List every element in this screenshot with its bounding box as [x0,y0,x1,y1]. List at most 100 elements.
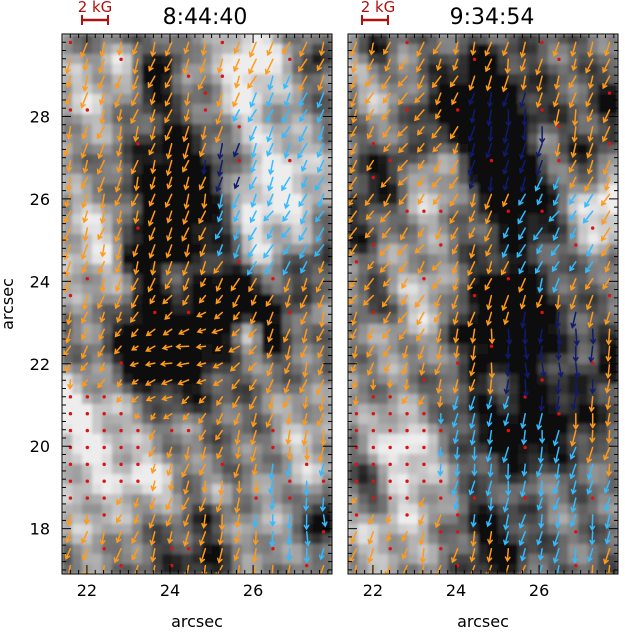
intensity-cell [528,224,539,235]
intensity-cell [152,414,163,425]
vector-dot [540,209,544,213]
intensity-cell [358,214,369,225]
intensity-cell [558,254,569,265]
intensity-cell [398,354,409,365]
vector-arrow [586,446,594,464]
vector-arrow [317,362,325,376]
intensity-cell [388,394,399,405]
intensity-cell [468,264,479,275]
intensity-cell [192,564,203,574]
intensity-cell [122,484,133,495]
intensity-cell [292,364,303,375]
intensity-cell [312,34,323,45]
vector-arrow [486,294,493,311]
intensity-cell [212,424,223,435]
intensity-cell [182,254,193,265]
vector-arrow [485,75,493,92]
intensity-cell [378,394,389,405]
intensity-cell [478,504,489,515]
vector-arrow [367,531,375,545]
intensity-cell [62,114,73,125]
intensity-cell [348,454,359,465]
intensity-cell [232,374,243,385]
intensity-cell [448,184,459,195]
intensity-cell [448,254,459,265]
intensity-cell [598,244,609,255]
intensity-cell [272,174,283,185]
intensity-cell [282,444,293,455]
vector-arrow [396,244,408,256]
intensity-cell [292,234,303,245]
intensity-cell [152,504,163,515]
intensity-cell [302,84,313,95]
intensity-cell [528,64,539,75]
intensity-cell [182,174,193,185]
intensity-cell [478,484,489,495]
intensity-cell [272,44,283,55]
vector-arrow [416,311,425,326]
vector-arrow [249,311,257,325]
ticks-right [347,33,618,574]
intensity-cell [122,314,133,325]
intensity-cell [608,524,618,535]
intensity-cell [608,294,618,305]
vector-arrow [303,514,310,531]
intensity-cell [528,344,539,355]
vector-arrow [161,344,173,351]
vector-arrow [298,193,308,208]
intensity-cell [388,34,399,45]
vector-arrow [600,193,611,207]
intensity-cell [282,134,293,145]
vector-arrow [449,126,459,140]
intensity-cell [122,204,133,215]
vector-dot [557,158,561,163]
intensity-cell [348,444,359,455]
intensity-cell [212,334,223,345]
vector-arrow [147,75,156,89]
intensity-cell [458,564,469,574]
intensity-cell [438,54,449,65]
intensity-cell [598,464,609,475]
intensity-cell [142,484,153,495]
intensity-cell [448,94,459,105]
intensity-cell [368,364,379,375]
vector-arrow [570,429,577,447]
vector-arrow [604,176,611,192]
intensity-cell [508,564,519,574]
intensity-cell [358,454,369,465]
vector-arrow [586,159,594,175]
intensity-cell [588,64,599,75]
vector-arrow [582,210,594,224]
intensity-cell [242,244,253,255]
intensity-cell [488,84,499,95]
intensity-cell [518,114,529,125]
intensity-cell [528,194,539,205]
vector-arrow [536,193,543,206]
vector-arrow [414,92,425,104]
intensity-cell [608,74,618,85]
intensity-cell [378,104,389,115]
intensity-cell [388,494,399,505]
intensity-cell [388,324,399,335]
intensity-cell [322,374,332,385]
intensity-cell [282,394,293,405]
vector-arrow [587,311,594,329]
intensity-cell [182,204,193,215]
intensity-cell [598,404,609,415]
intensity-cell [302,114,313,125]
vector-arrow [554,463,561,481]
vector-arrow [470,514,477,528]
intensity-cell [538,514,549,525]
vector-arrow [80,176,89,190]
vector-arrow [286,446,293,461]
vector-arrow [573,328,580,347]
intensity-cell [608,514,618,525]
intensity-cell [558,64,569,75]
intensity-cell [478,464,489,475]
vector-dot [388,158,392,163]
intensity-cell [398,264,409,275]
intensity-cell [358,424,369,435]
intensity-cell [72,404,83,415]
intensity-cell [272,164,283,175]
